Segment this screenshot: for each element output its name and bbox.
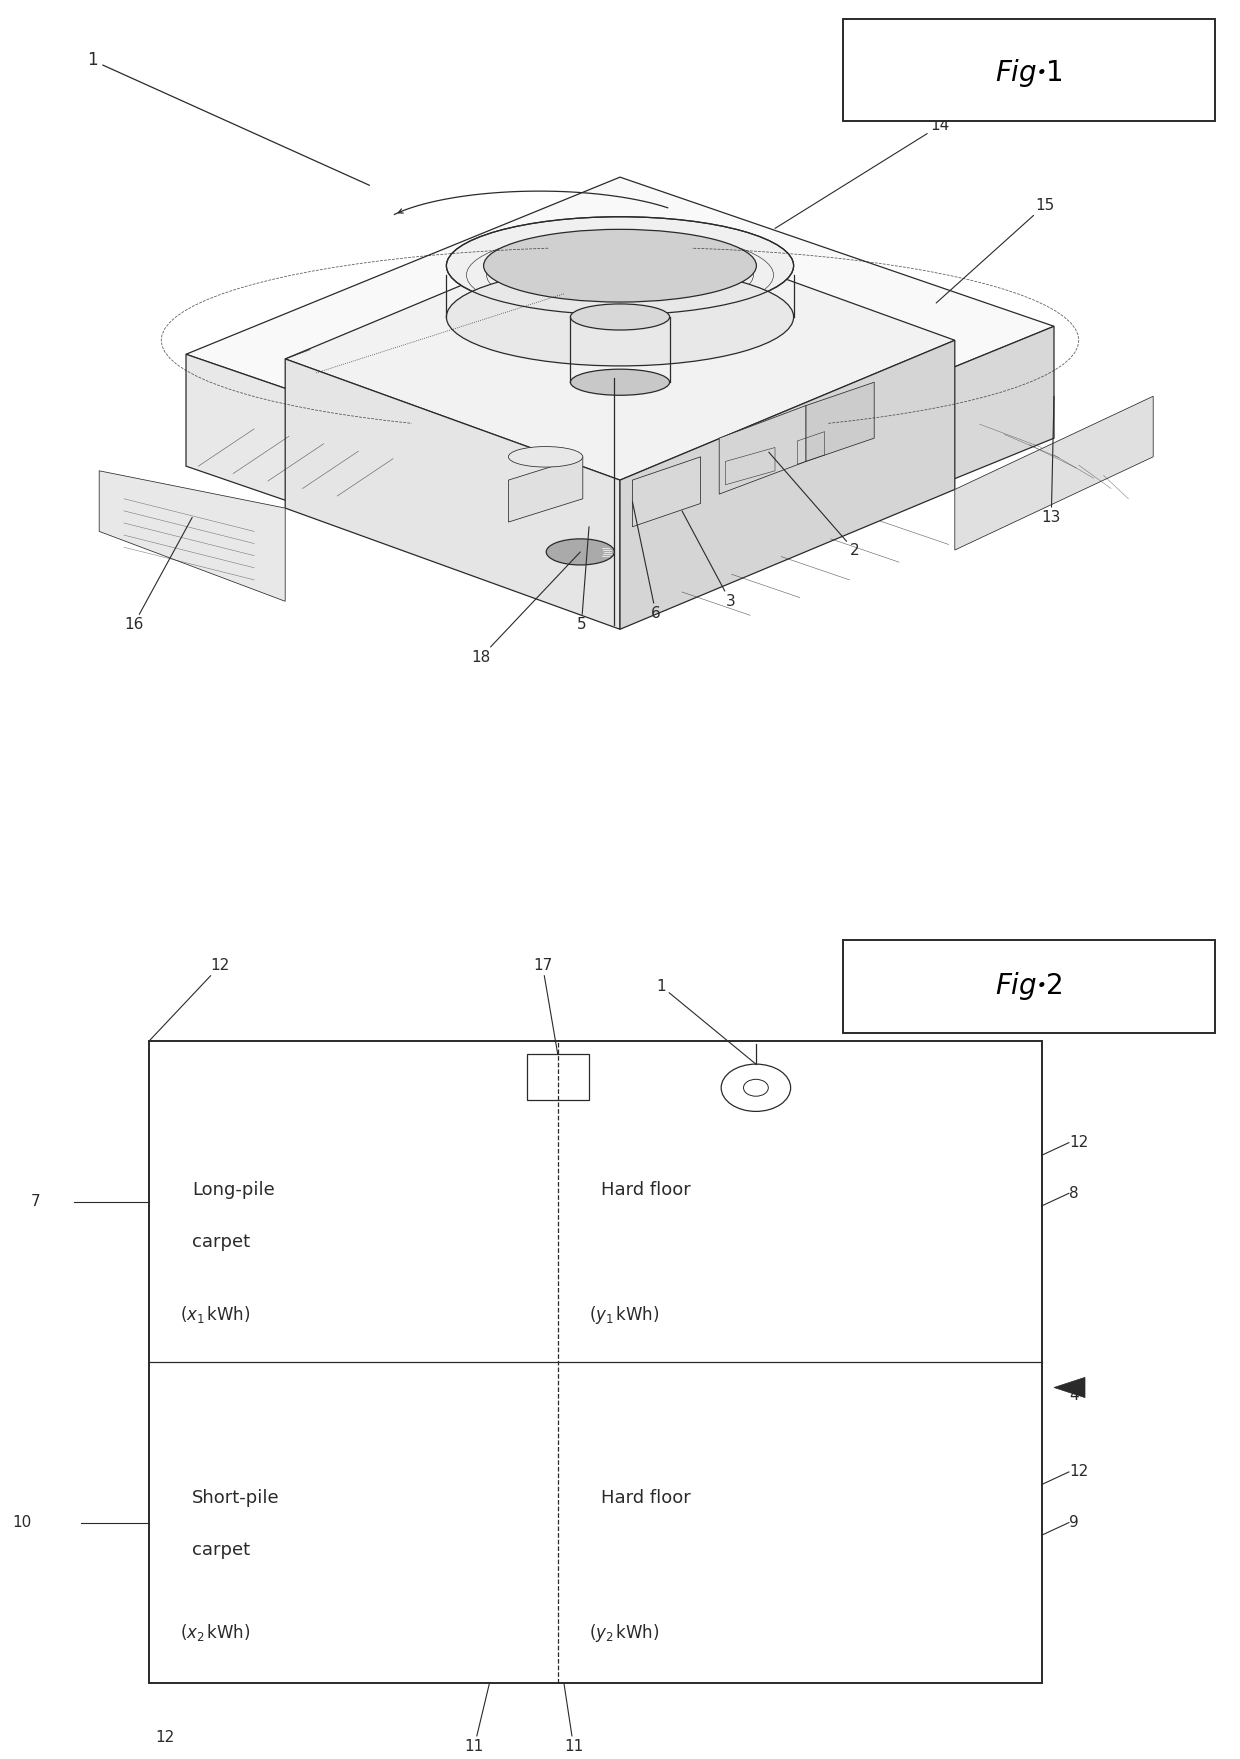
Text: 1: 1 <box>657 980 756 1064</box>
Text: 12: 12 <box>149 959 231 1041</box>
Text: 12: 12 <box>1069 1463 1089 1479</box>
Text: 11: 11 <box>564 1683 583 1754</box>
Text: Long-pile: Long-pile <box>192 1182 275 1200</box>
Text: $\mathit{Fig}$·$\mathit{1}$: $\mathit{Fig}$·$\mathit{1}$ <box>996 56 1063 88</box>
Bar <box>527 1054 589 1101</box>
Polygon shape <box>1054 1377 1085 1398</box>
Text: $\mathit{Fig}$·$\mathit{2}$: $\mathit{Fig}$·$\mathit{2}$ <box>996 971 1063 1003</box>
Bar <box>843 939 1215 1033</box>
Polygon shape <box>99 471 285 602</box>
Ellipse shape <box>570 369 670 396</box>
Polygon shape <box>508 457 583 522</box>
Text: 16: 16 <box>124 517 192 631</box>
Polygon shape <box>285 220 955 480</box>
Ellipse shape <box>508 447 583 468</box>
Text: 14: 14 <box>775 118 950 229</box>
Circle shape <box>722 1064 791 1112</box>
Polygon shape <box>186 178 1054 503</box>
Polygon shape <box>285 359 620 630</box>
Text: Short-pile: Short-pile <box>192 1490 280 1507</box>
Polygon shape <box>632 457 701 526</box>
Text: 12: 12 <box>1069 1135 1089 1150</box>
Text: 5: 5 <box>577 526 589 631</box>
Text: $( y_2\,\mathrm{kWh} )$: $( y_2\,\mathrm{kWh} )$ <box>589 1622 660 1645</box>
Text: 1: 1 <box>87 51 370 185</box>
Ellipse shape <box>446 267 794 366</box>
Text: 18: 18 <box>471 552 580 665</box>
Text: 2: 2 <box>769 452 859 558</box>
Text: 9: 9 <box>1069 1514 1079 1530</box>
Polygon shape <box>955 396 1153 551</box>
Text: 10: 10 <box>12 1514 32 1530</box>
Text: 7: 7 <box>31 1194 41 1208</box>
Text: $( y_1\,\mathrm{kWh} )$: $( y_1\,\mathrm{kWh} )$ <box>589 1305 660 1326</box>
Ellipse shape <box>446 216 794 315</box>
Polygon shape <box>806 382 874 461</box>
Polygon shape <box>719 406 806 494</box>
Ellipse shape <box>546 538 615 565</box>
Text: carpet: carpet <box>192 1541 250 1558</box>
Bar <box>843 19 1215 121</box>
Text: 3: 3 <box>682 510 735 609</box>
Text: 4: 4 <box>1069 1388 1079 1404</box>
Text: 11: 11 <box>465 1683 490 1754</box>
Text: Hard floor: Hard floor <box>601 1490 691 1507</box>
Text: Hard floor: Hard floor <box>601 1182 691 1200</box>
Bar <box>149 1041 1042 1683</box>
Polygon shape <box>620 339 955 630</box>
Text: 6: 6 <box>632 501 661 621</box>
Text: $( x_2\,\mathrm{kWh} )$: $( x_2\,\mathrm{kWh} )$ <box>180 1622 250 1643</box>
Ellipse shape <box>484 229 756 303</box>
Ellipse shape <box>570 304 670 331</box>
Text: 15: 15 <box>936 197 1055 303</box>
Text: carpet: carpet <box>192 1233 250 1251</box>
Text: 8: 8 <box>1069 1186 1079 1201</box>
Text: 17: 17 <box>533 959 558 1054</box>
Text: 12: 12 <box>155 1731 175 1745</box>
Polygon shape <box>620 327 1054 616</box>
Polygon shape <box>186 354 620 616</box>
Text: 13: 13 <box>1042 396 1061 524</box>
Text: $( x_1\,\mathrm{kWh} )$: $( x_1\,\mathrm{kWh} )$ <box>180 1305 250 1326</box>
